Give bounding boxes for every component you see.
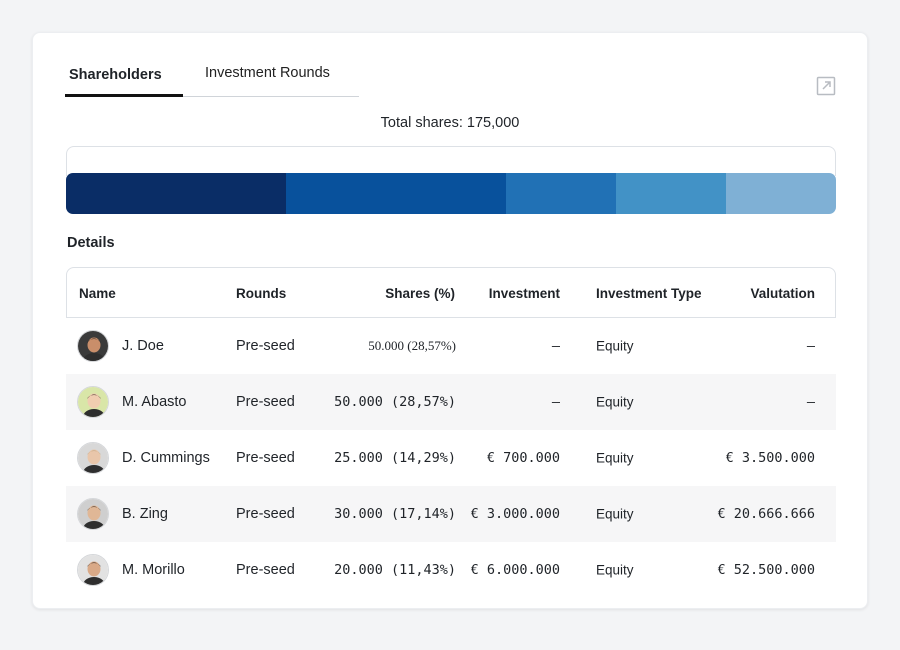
tab-bar: Shareholders Investment Rounds [65,59,359,97]
avatar [77,330,109,362]
round-cell: Pre-seed [236,506,295,522]
investment-type-cell: Equity [596,506,634,522]
investment-cell: € 700.000 [486,450,560,466]
header-investment[interactable]: Investment [488,286,560,301]
shareholders-table: Name Rounds Shares (%) Investment Invest… [66,267,836,598]
round-cell: Pre-seed [236,450,295,466]
shareholder-name: M. Morillo [122,562,185,578]
table-row[interactable]: J. Doe Pre-seed 50.000 (28,57%) – Equity – [66,318,836,374]
investment-type-cell: Equity [596,338,634,354]
table-row[interactable]: M. Morillo Pre-seed 20.000 (11,43%) € 6.000… [66,542,836,598]
investment-cell: € 6.000.000 [470,562,560,578]
tab-investment-rounds[interactable]: Investment Rounds [205,65,330,81]
ownership-segment[interactable] [725,173,836,214]
shares-cell: 50.000 (28,57%) [368,338,456,353]
valuation-cell: € 52.500.000 [717,562,815,578]
investment-cell: € 3.000.000 [470,506,560,522]
shares-cell: 20.000 (11,43%) [334,562,456,578]
valuation-cell: – [806,338,815,354]
investment-cell: – [551,338,560,354]
header-investment-type[interactable]: Investment Type [596,286,702,301]
shareholder-name: B. Zing [122,506,168,522]
header-rounds[interactable]: Rounds [236,286,287,301]
ownership-segment[interactable] [66,173,286,214]
details-heading: Details [67,235,115,251]
ownership-segment[interactable] [285,173,506,214]
valuation-cell: – [806,394,815,410]
investment-type-cell: Equity [596,562,634,578]
shareholder-name: M. Abasto [122,394,187,410]
header-shares[interactable]: Shares (%) [385,286,455,301]
shares-cell: 50.000 (28,57%) [334,394,456,410]
shares-cell: 25.000 (14,29%) [334,450,456,466]
table-row[interactable]: D. Cummings Pre-seed 25.000 (14,29%) € 700.… [66,430,836,486]
avatar [77,386,109,418]
shareholder-name: D. Cummings [122,450,210,466]
avatar [77,554,109,586]
shares-cell: 30.000 (17,14%) [334,506,456,522]
table-row[interactable]: B. Zing Pre-seed 30.000 (17,14%) € 3.000.00… [66,486,836,542]
avatar [77,498,109,530]
table-row[interactable]: M. Abasto Pre-seed 50.000 (28,57%) – Equity – [66,374,836,430]
valuation-cell: € 3.500.000 [725,450,815,466]
ownership-segment[interactable] [505,173,616,214]
table-header: Name Rounds Shares (%) Investment Invest… [66,267,836,318]
round-cell: Pre-seed [236,562,295,578]
investment-cell: – [551,394,560,410]
investment-type-cell: Equity [596,394,634,410]
total-shares: Total shares: 175,000 [380,115,520,131]
round-cell: Pre-seed [236,338,295,354]
investment-type-cell: Equity [596,450,634,466]
header-name[interactable]: Name [79,286,116,301]
tab-shareholders[interactable]: Shareholders [65,59,183,97]
round-cell: Pre-seed [236,394,295,410]
table-body: J. Doe Pre-seed 50.000 (28,57%) – Equity – M. … [66,318,836,598]
shareholder-name: J. Doe [122,338,164,354]
valuation-cell: € 20.666.666 [717,506,815,522]
external-link-icon[interactable] [816,76,836,96]
chart-frame [66,146,836,176]
shareholders-card: Shareholders Investment Rounds Total sha… [32,32,868,609]
avatar [77,442,109,474]
header-valuation[interactable]: Valutation [750,286,815,301]
ownership-segment[interactable] [615,173,726,214]
ownership-bar [66,173,836,214]
